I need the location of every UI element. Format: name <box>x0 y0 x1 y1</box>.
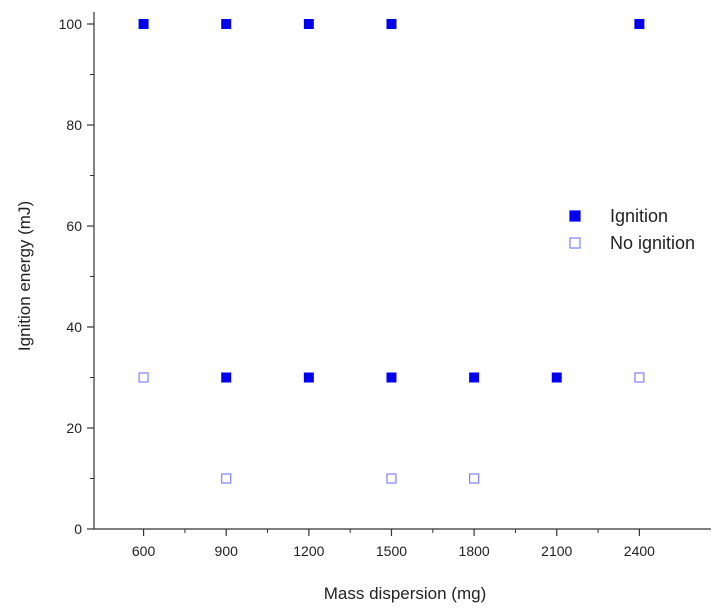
ignition-point <box>138 19 149 29</box>
legend: Ignition No ignition <box>569 206 695 253</box>
y-tick-label: 0 <box>74 521 82 537</box>
x-tick-label: 1200 <box>293 543 324 559</box>
no-ignition-point <box>386 473 397 484</box>
y-tick-label: 40 <box>66 319 82 335</box>
legend-marker <box>569 210 581 222</box>
ignition-point <box>221 372 232 383</box>
ignition-point <box>303 372 314 383</box>
ignition-point <box>469 372 480 383</box>
ignition-point <box>634 19 645 29</box>
y-tick-label: 20 <box>66 420 82 436</box>
data-points <box>138 19 645 484</box>
y-tick-label: 60 <box>66 218 82 234</box>
ignition-point <box>551 372 562 383</box>
axes: 0 20 40 60 80 100 600 900 1200 1500 1800 2100 2400 <box>59 12 711 559</box>
legend-label: No ignition <box>610 233 695 253</box>
no-ignition-point <box>138 372 149 383</box>
y-axis-title: Ignition energy (mJ) <box>15 201 34 351</box>
ignition-point <box>386 372 397 383</box>
y-tick-label: 80 <box>66 117 82 133</box>
x-tick-label: 900 <box>215 543 239 559</box>
ignition-point <box>386 19 397 29</box>
no-ignition-point <box>469 473 480 484</box>
y-tick-label: 100 <box>59 16 83 32</box>
x-tick-label: 600 <box>132 543 156 559</box>
ignition-point <box>221 19 232 29</box>
legend-label: Ignition <box>610 206 668 226</box>
no-ignition-point <box>634 372 645 383</box>
x-tick-label: 2100 <box>541 543 572 559</box>
x-tick-label: 1800 <box>459 543 490 559</box>
x-tick-label: 1500 <box>376 543 407 559</box>
ignition-point <box>303 19 314 29</box>
legend-marker <box>569 237 581 249</box>
x-tick-label: 2400 <box>624 543 655 559</box>
no-ignition-point <box>221 473 232 484</box>
x-axis-title: Mass dispersion (mg) <box>324 584 487 603</box>
